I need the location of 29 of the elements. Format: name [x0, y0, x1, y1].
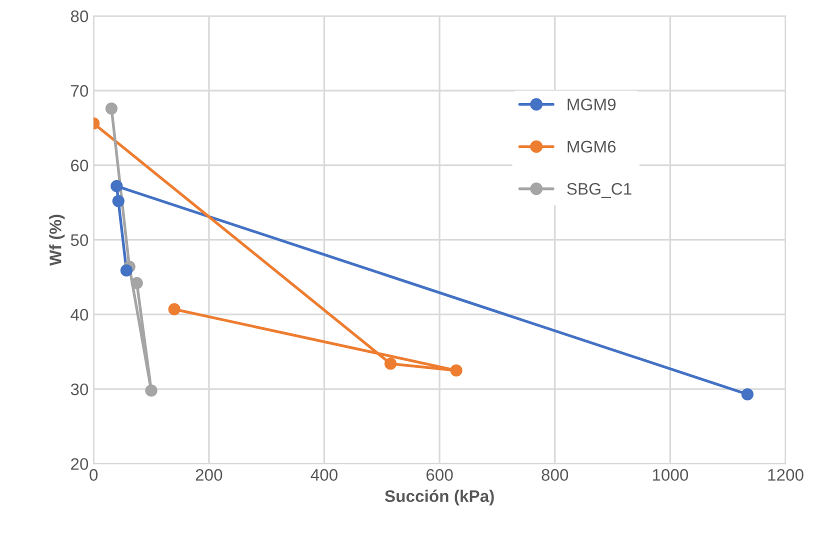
y-axis-title: Wf (%)	[49, 214, 65, 266]
x-tick-label: 1000	[652, 469, 688, 481]
x-axis-title: Succión (kPa)	[384, 490, 494, 506]
x-tick-label: 800	[542, 469, 568, 481]
point	[168, 303, 180, 316]
legend-label: MGM9	[568, 98, 616, 110]
y-tick-label: 50	[70, 234, 88, 246]
y-tick-label: 80	[70, 10, 88, 22]
point	[112, 194, 124, 208]
x-tick-label: 1200	[768, 469, 804, 481]
y-tick-label: 60	[71, 160, 88, 172]
point	[130, 277, 143, 290]
y-tick-label: 30	[70, 383, 88, 396]
y-tick-label: 70	[71, 85, 88, 97]
point	[105, 102, 118, 115]
x-tick-label: 600	[426, 469, 453, 481]
y-tick-label: 20	[71, 458, 88, 470]
x-tick-label: 0	[90, 469, 98, 481]
point	[120, 264, 133, 277]
point	[110, 180, 123, 192]
point	[450, 364, 462, 377]
x-tick-label: 200	[196, 469, 222, 481]
y-tick-label: 40	[70, 308, 88, 321]
legend-label: SBG_C1	[567, 182, 632, 198]
x-tick-label: 400	[310, 469, 338, 481]
point	[741, 388, 754, 400]
legend-label: MGM6	[568, 140, 616, 153]
point	[384, 358, 397, 370]
point	[145, 384, 158, 397]
